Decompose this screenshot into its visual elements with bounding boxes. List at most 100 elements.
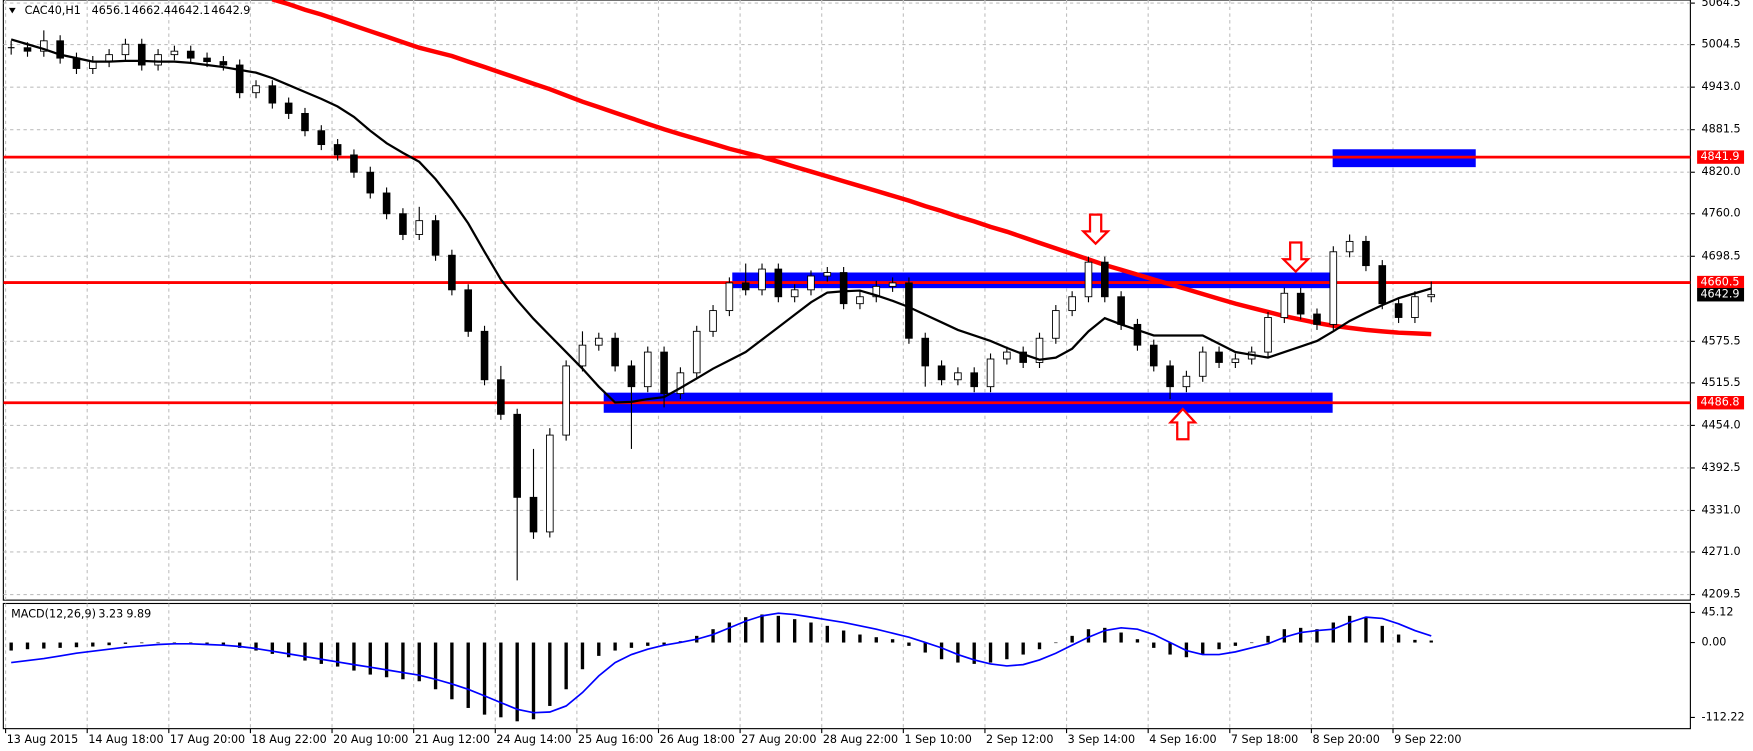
candle-body <box>1231 358 1240 363</box>
candle-body <box>627 365 636 388</box>
candle-body <box>839 272 848 305</box>
macd-bar <box>352 642 356 671</box>
candle-body <box>1280 292 1289 318</box>
x-tick-label: 24 Aug 14:00 <box>496 733 571 746</box>
macd-bar <box>286 642 291 658</box>
macd-bar <box>1331 622 1335 643</box>
symbol-title: CAC40,H1 <box>25 4 81 17</box>
macd-bar <box>450 642 454 700</box>
candle-body <box>709 310 717 332</box>
candle-body <box>823 272 832 277</box>
candle-body <box>317 130 326 146</box>
macd-bar <box>1250 642 1254 644</box>
candle-body <box>856 296 864 305</box>
candle-body <box>170 50 179 56</box>
macd-bar <box>205 642 209 644</box>
ohlc-readout: 4642.1 <box>171 4 210 17</box>
candle-body <box>1133 323 1142 346</box>
candle-body <box>1149 344 1158 367</box>
macd-bar <box>1021 642 1025 655</box>
candle-body <box>56 40 64 59</box>
macd-bar <box>9 642 13 651</box>
candle-body <box>1264 317 1272 353</box>
candle-body <box>970 372 979 388</box>
zone-rectangle <box>732 272 1333 289</box>
macd-bar <box>384 642 389 678</box>
macd-readout: 3.23 <box>98 608 123 621</box>
macd-bar <box>1168 642 1172 655</box>
macd-bar <box>1103 627 1107 643</box>
macd-bar <box>238 642 242 648</box>
candle-body <box>23 47 32 52</box>
macd-bar <box>646 642 650 646</box>
x-tick-label: 4 Sep 16:00 <box>1149 733 1216 746</box>
candle-body <box>121 43 130 56</box>
macd-bar <box>776 615 781 643</box>
macd-bar <box>1086 629 1091 643</box>
candle-body <box>643 351 652 388</box>
macd-bar <box>482 642 487 715</box>
candle-body <box>1100 261 1109 298</box>
level-label: 4660.5 <box>1700 276 1739 289</box>
y-tick-label: 4209.5 <box>1702 588 1741 601</box>
macd-bar <box>156 642 160 644</box>
candle-body <box>137 43 146 66</box>
menu-triangle[interactable] <box>8 7 16 14</box>
annotation-arrows <box>1080 213 1311 441</box>
candle-body <box>1182 375 1191 388</box>
macd-bar <box>825 625 829 643</box>
candle-body <box>546 434 554 533</box>
level-label-bg <box>1697 275 1745 290</box>
candle-body <box>562 365 570 436</box>
candle-body <box>333 144 342 156</box>
macd-bar <box>42 642 46 649</box>
ohlc-readout: 4656.1 <box>92 4 131 17</box>
macd-bar <box>956 642 960 663</box>
candle-body <box>1313 313 1321 325</box>
y-tick-label: 4698.5 <box>1702 249 1741 262</box>
x-tick-label: 8 Sep 20:00 <box>1313 733 1380 746</box>
macd-bar <box>254 642 258 651</box>
y-tick-label: 5064.5 <box>1702 0 1741 9</box>
candle-body <box>1019 351 1027 363</box>
y-tick-label: 4943.0 <box>1702 80 1741 93</box>
candle-body <box>284 102 293 114</box>
macd-bar <box>123 642 128 644</box>
macd-bar <box>1396 634 1401 643</box>
candle-body <box>1378 265 1387 305</box>
candle-body <box>888 282 897 287</box>
macd-bar <box>548 642 552 706</box>
y-tick-label: 5004.5 <box>1702 38 1741 51</box>
macd-bar <box>1005 642 1009 660</box>
macd-bar <box>531 642 536 720</box>
macd-bar <box>988 642 993 663</box>
candle-body <box>1003 351 1011 360</box>
macd-bar <box>711 629 715 643</box>
macd-bar <box>1201 642 1205 655</box>
macd-bar <box>890 639 895 643</box>
candle-body <box>431 220 440 256</box>
macd-bar <box>907 642 911 646</box>
candle-body <box>186 50 195 59</box>
y-tick-label: 4881.5 <box>1702 123 1741 136</box>
candle-body <box>1394 303 1403 318</box>
macd-bar <box>1070 635 1074 643</box>
x-tick-label: 9 Sep 22:00 <box>1394 733 1461 746</box>
macd-bar <box>499 642 503 718</box>
x-tick-label: 25 Aug 16:00 <box>578 733 653 746</box>
y-tick-label: 4271.0 <box>1702 545 1741 558</box>
ohlc-readout: 4662.4 <box>132 4 171 17</box>
macd-bar <box>1413 639 1417 643</box>
candle-body <box>399 213 407 235</box>
candle-body <box>40 40 48 52</box>
macd-bar <box>303 642 307 661</box>
macd-bar <box>74 642 79 648</box>
candle-body <box>1362 240 1370 267</box>
candle-body <box>1166 365 1174 388</box>
y-tick-label: 4515.5 <box>1702 376 1741 389</box>
candle-body <box>252 85 260 94</box>
candle-body <box>594 337 603 346</box>
candle-body <box>415 220 424 235</box>
candle-body <box>235 64 244 94</box>
macd-bar <box>515 642 519 722</box>
